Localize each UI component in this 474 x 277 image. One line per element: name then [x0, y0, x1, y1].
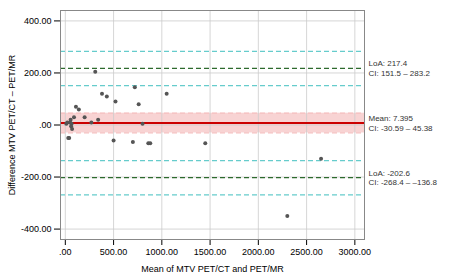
svg-text:LoA: 217.4: LoA: 217.4: [369, 59, 408, 68]
svg-text:.00: .00: [39, 120, 52, 130]
svg-text:500.00: 500.00: [100, 247, 128, 257]
svg-text:1000.00: 1000.00: [146, 247, 179, 257]
svg-text:CI: -268.4 – –136.8: CI: -268.4 – –136.8: [369, 178, 438, 187]
svg-text:.00: .00: [59, 247, 72, 257]
svg-text:CI: -30.59 – 45.38: CI: -30.59 – 45.38: [369, 124, 434, 133]
svg-text:CI: 151.5 – 283.2: CI: 151.5 – 283.2: [369, 69, 431, 78]
svg-text:1500.00: 1500.00: [194, 247, 227, 257]
svg-text:200.00: 200.00: [24, 68, 52, 78]
svg-text:2000.00: 2000.00: [242, 247, 275, 257]
svg-text:Mean of MTV PET/CT and PET/MR: Mean of MTV PET/CT and PET/MR: [141, 264, 284, 274]
svg-text:400.00: 400.00: [24, 16, 52, 26]
svg-text:LoA: -202.6: LoA: -202.6: [369, 169, 411, 178]
svg-text:2500.00: 2500.00: [290, 247, 323, 257]
svg-text:3000.00: 3000.00: [339, 247, 372, 257]
svg-text:Difference MTV PET/CT – PET/MR: Difference MTV PET/CT – PET/MR: [7, 54, 17, 195]
svg-text:Mean: 7.395: Mean: 7.395: [369, 114, 414, 123]
svg-text:-200.00: -200.00: [21, 172, 52, 182]
svg-text:-400.00: -400.00: [21, 224, 52, 234]
